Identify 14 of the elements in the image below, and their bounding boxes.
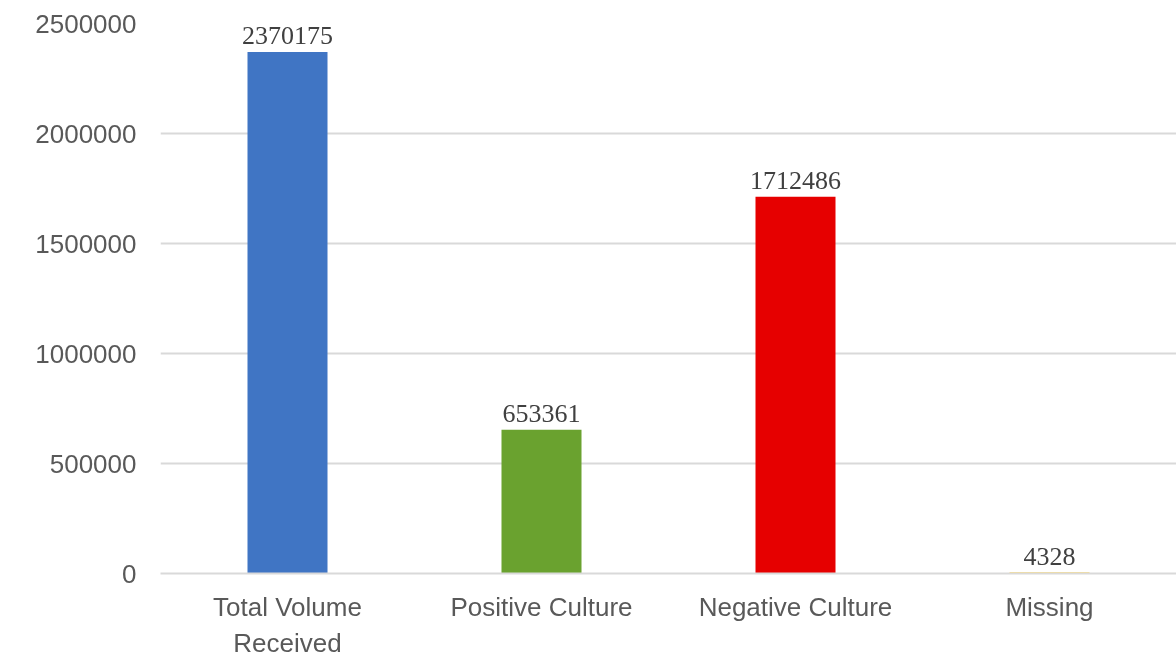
x-tick-label: Total Volume Received: [213, 591, 362, 658]
y-tick-label: 500000: [49, 448, 137, 479]
y-tick-label: 2000000: [35, 118, 137, 149]
x-tick-label: Negative Culture: [698, 591, 893, 622]
data-label: 2370175: [242, 21, 333, 51]
y-tick-label: 1500000: [35, 228, 137, 259]
data-label: 1712486: [750, 165, 841, 195]
x-tick-label: Missing: [1005, 591, 1094, 622]
data-label: 653361: [502, 398, 581, 428]
x-tick-label: Positive Culture: [450, 591, 633, 622]
y-tick-label: 1000000: [35, 338, 137, 369]
data-label: 4328: [1023, 541, 1076, 571]
y-tick-label: 2500000: [35, 8, 137, 39]
y-tick-label: 0: [122, 558, 137, 589]
